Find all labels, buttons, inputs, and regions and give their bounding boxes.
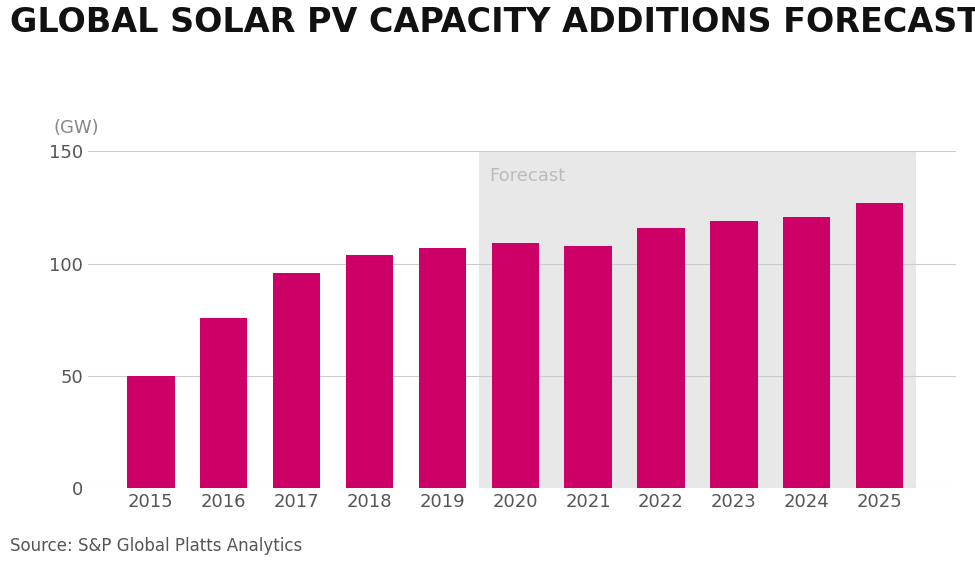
Bar <box>491 243 539 488</box>
Bar <box>273 273 321 488</box>
Text: Forecast: Forecast <box>489 167 566 185</box>
Bar <box>200 318 248 488</box>
Bar <box>710 221 758 488</box>
Bar <box>127 376 175 488</box>
Text: (GW): (GW) <box>54 119 99 137</box>
Bar <box>418 248 466 488</box>
Bar <box>856 203 903 488</box>
Text: GLOBAL SOLAR PV CAPACITY ADDITIONS FORECAST: GLOBAL SOLAR PV CAPACITY ADDITIONS FOREC… <box>10 6 975 39</box>
Bar <box>346 255 393 488</box>
Text: Source: S&P Global Platts Analytics: Source: S&P Global Platts Analytics <box>10 537 302 555</box>
Bar <box>565 246 611 488</box>
Bar <box>783 217 831 488</box>
Bar <box>638 228 684 488</box>
Bar <box>479 151 916 488</box>
